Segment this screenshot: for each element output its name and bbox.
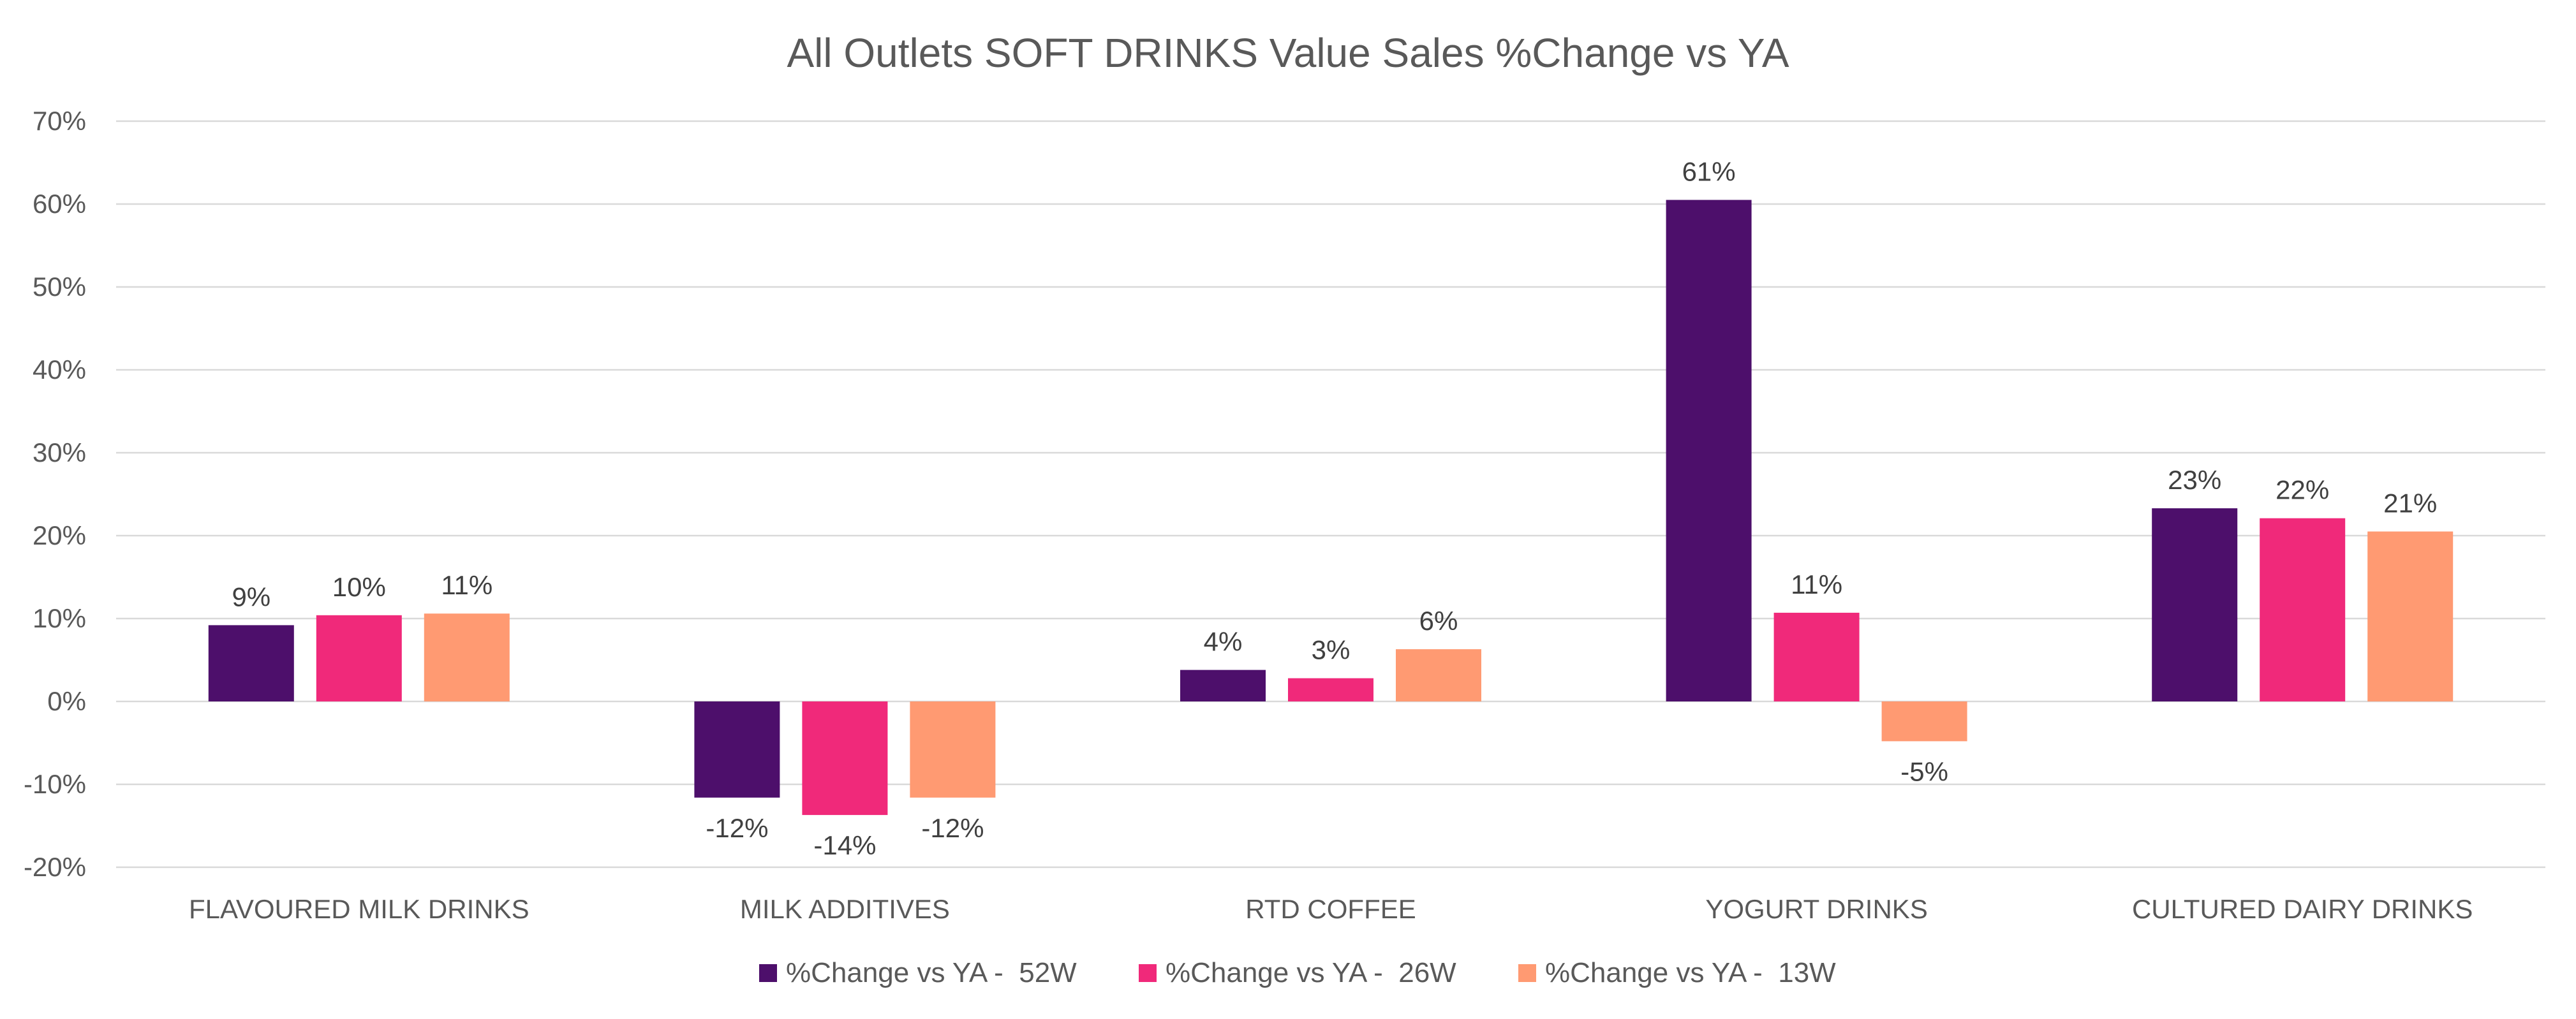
y-tick-label: 40% xyxy=(33,355,86,385)
legend-item: %Change vs YA - 13W xyxy=(1518,957,1836,988)
y-tick-label: 20% xyxy=(33,520,86,550)
chart-title: All Outlets SOFT DRINKS Value Sales %Cha… xyxy=(787,30,1789,76)
bar xyxy=(1288,678,1373,701)
bar xyxy=(208,625,294,701)
data-label: 11% xyxy=(441,570,492,600)
bar xyxy=(910,701,996,798)
gridlines xyxy=(116,120,2545,869)
data-label: -14% xyxy=(813,830,876,860)
y-axis-tick-labels: 70% 60% 50% 40% 30% 20% 10% 0% -10% -20% xyxy=(24,106,86,882)
y-tick-label: 50% xyxy=(33,272,86,302)
category-label: YOGURT DRINKS xyxy=(1705,894,1928,924)
bar xyxy=(1180,670,1266,701)
data-label: -12% xyxy=(921,813,984,843)
y-tick-label: -10% xyxy=(24,769,86,799)
legend-swatch xyxy=(1139,964,1157,982)
legend-swatch xyxy=(1518,964,1536,982)
category-label: MILK ADDITIVES xyxy=(740,894,950,924)
data-label: 21% xyxy=(2383,488,2437,518)
bar xyxy=(802,701,888,816)
category-label: CULTURED DAIRY DRINKS xyxy=(2132,894,2473,924)
y-tick-label: 30% xyxy=(33,437,86,467)
category-label: FLAVOURED MILK DRINKS xyxy=(189,894,529,924)
legend: %Change vs YA - 52W %Change vs YA - 26W %C… xyxy=(759,957,1836,988)
bars xyxy=(208,200,2454,816)
y-tick-label: -20% xyxy=(24,852,86,882)
bar xyxy=(1881,701,1967,742)
bar xyxy=(1666,200,1752,701)
legend-item: %Change vs YA - 26W xyxy=(1139,957,1456,988)
legend-item: %Change vs YA - 52W xyxy=(759,957,1077,988)
data-label: 23% xyxy=(2168,465,2221,495)
data-label: 61% xyxy=(1682,157,1736,187)
data-label: -5% xyxy=(1900,756,1948,786)
bar xyxy=(2152,508,2238,701)
legend-label: %Change vs YA - 26W xyxy=(1166,957,1456,988)
y-tick-label: 10% xyxy=(33,603,86,633)
bar xyxy=(1396,649,1481,701)
legend-label: %Change vs YA - 52W xyxy=(786,957,1077,988)
data-label: 10% xyxy=(332,572,386,602)
data-label: 22% xyxy=(2276,475,2329,505)
data-labels: 9% 10% 11% -12% -14% -12% 4% 3% 6% 61% 11% -5% 23% 22… xyxy=(232,157,2437,861)
bar xyxy=(1773,612,1860,701)
category-axis-labels: FLAVOURED MILK DRINKS MILK ADDITIVES RTD C… xyxy=(189,894,2473,924)
data-label: 3% xyxy=(1312,635,1351,665)
bar xyxy=(424,613,510,701)
bar xyxy=(316,615,402,701)
bar xyxy=(2260,518,2346,701)
bar xyxy=(2367,531,2454,701)
legend-label: %Change vs YA - 13W xyxy=(1545,957,1836,988)
data-label: 9% xyxy=(232,582,270,612)
category-label: RTD COFFEE xyxy=(1245,894,1416,924)
data-label: 6% xyxy=(1419,606,1458,636)
y-tick-label: 60% xyxy=(33,189,86,219)
y-tick-label: 0% xyxy=(47,686,86,716)
data-label: 4% xyxy=(1204,627,1243,657)
bar xyxy=(694,701,780,798)
data-label: 11% xyxy=(1791,569,1842,599)
data-label: -12% xyxy=(706,813,768,843)
legend-swatch xyxy=(759,964,777,982)
y-tick-label: 70% xyxy=(33,106,86,136)
